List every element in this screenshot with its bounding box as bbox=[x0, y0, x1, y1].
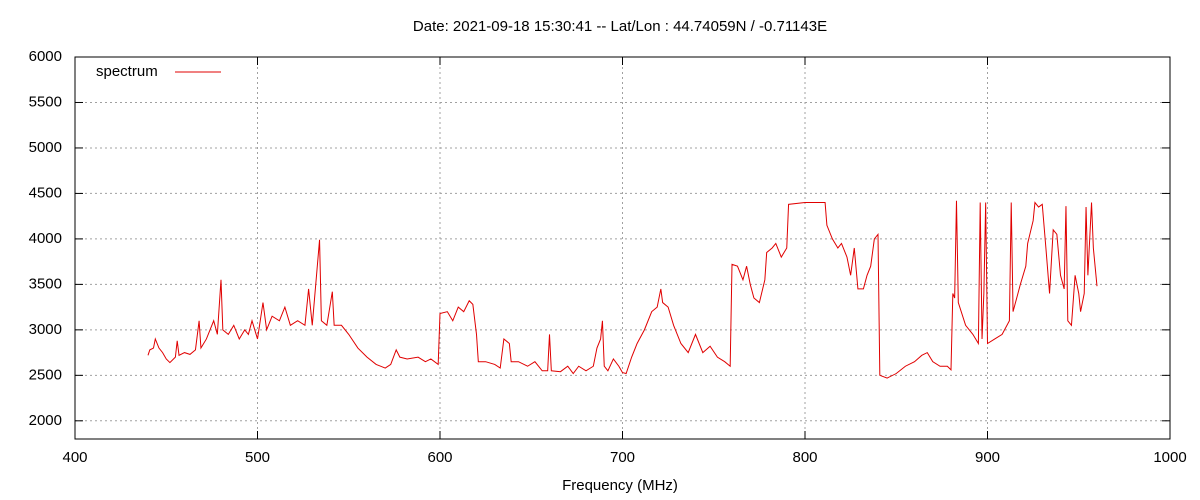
y-tick-label: 4500 bbox=[29, 184, 62, 201]
x-axis-label: Frequency (MHz) bbox=[562, 477, 678, 494]
x-tick-label: 900 bbox=[975, 449, 1000, 466]
x-tick-label: 1000 bbox=[1153, 449, 1186, 466]
x-tick-label: 500 bbox=[245, 449, 270, 466]
spectrum-line bbox=[147, 200, 1098, 379]
y-tick-label: 5000 bbox=[29, 139, 62, 156]
y-tick-label: 6000 bbox=[29, 48, 62, 65]
y-tick-label: 3500 bbox=[29, 275, 62, 292]
y-tick-label: 3000 bbox=[29, 321, 62, 338]
y-tick-label: 2500 bbox=[29, 366, 62, 383]
y-tick-label: 2000 bbox=[29, 412, 62, 429]
y-tick-label: 4000 bbox=[29, 230, 62, 247]
x-tick-label: 700 bbox=[610, 449, 635, 466]
x-tick-label: 800 bbox=[792, 449, 817, 466]
plot-border bbox=[74, 56, 1171, 440]
x-tick-label: 600 bbox=[427, 449, 452, 466]
chart-title: Date: 2021-09-18 15:30:41 -- Lat/Lon : 4… bbox=[413, 18, 827, 35]
x-tick-label: 400 bbox=[62, 449, 87, 466]
legend-label: spectrum bbox=[96, 63, 158, 80]
y-tick-label: 5500 bbox=[29, 93, 62, 110]
